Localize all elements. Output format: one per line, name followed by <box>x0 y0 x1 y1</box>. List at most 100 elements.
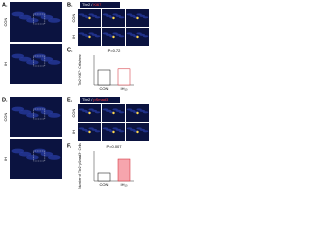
row-label: CON <box>3 17 8 26</box>
tissue <box>112 13 118 16</box>
tissue <box>105 33 112 36</box>
tissue <box>126 32 133 35</box>
cell <box>112 35 115 39</box>
tissue <box>40 14 54 20</box>
tissue <box>47 18 61 23</box>
y-axis-label: Number of Tbr2⁺pSmad3⁺ Cells <box>78 143 82 189</box>
tissue <box>139 128 146 131</box>
panel-label: E. <box>67 97 73 103</box>
tissue <box>115 33 122 36</box>
tissue <box>129 128 136 131</box>
tissue <box>18 56 32 62</box>
tissue <box>78 127 85 130</box>
tissue <box>40 56 54 62</box>
x-tick-label: CON <box>100 86 109 91</box>
row-label: CON <box>3 112 8 121</box>
tissue <box>47 155 61 160</box>
title-bg <box>80 2 120 8</box>
panel-label: D. <box>2 97 8 103</box>
tissue <box>105 14 112 17</box>
bar <box>117 68 131 86</box>
p-value: P=0.007 <box>106 144 122 149</box>
tissue <box>115 128 122 131</box>
tissue <box>47 60 61 65</box>
tissue <box>94 35 101 38</box>
tissue <box>126 108 133 111</box>
cell <box>136 130 139 134</box>
panel-label: C. <box>67 47 73 53</box>
tissue <box>102 13 109 16</box>
tissue <box>33 11 46 17</box>
cell <box>88 35 91 39</box>
row-label: IH <box>71 35 76 39</box>
tissue <box>11 148 25 154</box>
cell <box>112 16 115 20</box>
panel-label: B. <box>67 2 73 8</box>
tissue <box>47 113 61 118</box>
tissue <box>88 108 94 111</box>
tissue <box>78 32 85 35</box>
tissue <box>126 13 133 16</box>
tissue <box>126 127 133 130</box>
tissue <box>136 108 142 111</box>
tissue <box>105 109 112 112</box>
x-tick-label: IH₁₀ <box>120 182 127 187</box>
x-tick-label: CON <box>100 182 109 187</box>
tissue <box>33 106 46 112</box>
marker-name: Ki67 <box>93 2 102 7</box>
tissue <box>118 130 125 133</box>
cell <box>112 111 115 115</box>
cell <box>112 130 115 134</box>
cell <box>88 130 91 134</box>
tissue <box>142 111 149 114</box>
tissue <box>78 108 85 111</box>
tissue <box>102 108 109 111</box>
title-bg <box>80 97 120 103</box>
tissue <box>102 127 109 130</box>
marker-name: Tbr2 <box>82 2 91 7</box>
panel-label: A. <box>2 2 8 8</box>
tissue <box>26 18 39 23</box>
tissue <box>129 33 136 36</box>
tissue <box>91 128 98 131</box>
tissue <box>118 111 125 114</box>
cell <box>88 111 91 115</box>
bar <box>97 172 111 182</box>
tissue <box>88 32 94 35</box>
tissue <box>115 14 122 17</box>
marker-title: Tbr2/pSmad3 <box>82 97 109 102</box>
tissue <box>81 109 88 112</box>
marker-name: / <box>91 2 93 7</box>
tissue <box>18 109 32 115</box>
cell <box>88 16 91 20</box>
tissue <box>118 16 125 19</box>
row-label: IH <box>3 157 8 161</box>
tissue <box>18 151 32 157</box>
tissue <box>136 32 142 35</box>
tissue <box>112 127 118 130</box>
row-label: CON <box>71 108 76 117</box>
tissue <box>112 108 118 111</box>
bar <box>97 69 111 86</box>
tissue <box>91 109 98 112</box>
row-label: IH <box>71 130 76 134</box>
tissue <box>142 35 149 38</box>
marker-name: / <box>91 97 93 102</box>
tissue <box>78 13 85 16</box>
tissue <box>94 130 101 133</box>
tissue <box>91 14 98 17</box>
cell <box>136 35 139 39</box>
tissue <box>11 106 25 112</box>
tissue <box>81 14 88 17</box>
tissue <box>136 13 142 16</box>
tissue <box>102 32 109 35</box>
tissue <box>94 16 101 19</box>
tissue <box>129 109 136 112</box>
inset-box <box>33 55 46 67</box>
tissue <box>11 53 25 59</box>
tissue <box>26 60 39 65</box>
tissue <box>139 14 146 17</box>
tissue <box>33 53 46 59</box>
tissue <box>115 109 122 112</box>
